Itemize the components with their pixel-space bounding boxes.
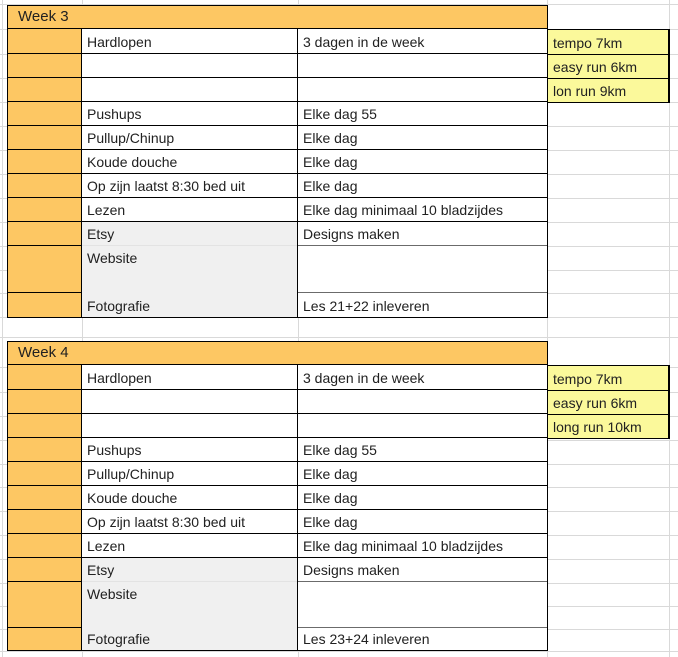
week3-run-plan: tempo 7km easy run 6km lon run 9km (547, 29, 670, 103)
project-block: Etsy Website Fotografie (82, 558, 298, 650)
activity-cell[interactable]: Op zijn laatst 8:30 bed uit (82, 510, 298, 534)
project-task-cell[interactable] (298, 582, 547, 628)
week4-run-plan: tempo 7km easy run 6km long run 10km (547, 365, 670, 439)
gridline (298, 0, 299, 657)
spreadsheet-cell[interactable] (8, 438, 82, 462)
detail-cell[interactable]: Elke dag minimaal 10 bladzijdes (298, 534, 547, 558)
detail-cell[interactable]: Elke dag (298, 126, 547, 150)
detail-cell[interactable]: Elke dag (298, 486, 547, 510)
spreadsheet-cell[interactable] (8, 126, 82, 150)
project-task-cell[interactable] (298, 246, 547, 293)
spreadsheet-cell[interactable] (8, 198, 82, 222)
activity-cell[interactable]: Koude douche (82, 486, 298, 510)
detail-cell[interactable]: 3 dagen in de week (298, 29, 547, 54)
activity-cell[interactable]: Hardlopen (82, 365, 298, 390)
week3-table: Week 3 Hardlopen 3 dagen in de week Push… (7, 5, 548, 318)
spreadsheet-cell[interactable] (8, 486, 82, 510)
run-plan-cell[interactable]: easy run 6km (548, 391, 668, 415)
activity-cell[interactable]: Lezen (82, 534, 298, 558)
spreadsheet-cell[interactable] (8, 222, 82, 246)
activity-cell[interactable]: Op zijn laatst 8:30 bed uit (82, 174, 298, 198)
detail-cell[interactable]: Elke dag (298, 150, 547, 174)
activity-cell[interactable]: Pushups (82, 102, 298, 126)
detail-cell[interactable]: Elke dag (298, 462, 547, 486)
project-etsy-cell[interactable]: Etsy (82, 558, 297, 582)
spreadsheet-cell[interactable] (8, 78, 82, 102)
spreadsheet-cell[interactable] (8, 628, 82, 650)
spreadsheet-cell[interactable] (8, 510, 82, 534)
detail-cell[interactable] (298, 78, 547, 102)
detail-cell[interactable] (298, 54, 547, 78)
week4-table: Week 4 Hardlopen 3 dagen in de week Push… (7, 341, 548, 651)
run-plan-cell[interactable]: lon run 9km (553, 83, 627, 99)
activity-cell[interactable] (82, 390, 298, 414)
spreadsheet-cell[interactable] (8, 293, 82, 317)
spreadsheet-cell[interactable] (8, 582, 82, 628)
detail-cell[interactable]: Elke dag 55 (298, 102, 547, 126)
project-block: Etsy Website Fotografie (82, 222, 298, 317)
project-fotografie-cell[interactable]: Fotografie (87, 631, 151, 647)
spreadsheet-cell[interactable] (8, 390, 82, 414)
spreadsheet-cell[interactable] (8, 246, 82, 293)
detail-cell[interactable] (298, 390, 547, 414)
project-task-cell[interactable]: Les 21+22 inleveren (298, 293, 547, 317)
gridline (2, 0, 3, 657)
week4-header-cell[interactable]: Week 4 (8, 342, 547, 365)
detail-cell[interactable]: Elke dag (298, 174, 547, 198)
detail-cell[interactable]: Elke dag (298, 510, 547, 534)
run-plan-cell[interactable]: easy run 6km (548, 55, 668, 79)
activity-cell[interactable]: Lezen (82, 198, 298, 222)
spreadsheet-cell[interactable] (8, 534, 82, 558)
spreadsheet-cell[interactable] (8, 150, 82, 174)
project-fotografie-cell[interactable]: Fotografie (87, 298, 151, 314)
gridline (669, 0, 670, 657)
project-etsy-cell[interactable]: Etsy (82, 222, 297, 246)
run-plan-cell[interactable]: long run 10km (553, 419, 642, 435)
spreadsheet-cell[interactable] (8, 558, 82, 582)
gridline (0, 651, 678, 652)
project-task-cell[interactable]: Les 23+24 inleveren (298, 628, 547, 650)
gridline (547, 0, 548, 657)
detail-cell[interactable] (298, 414, 547, 438)
spreadsheet-cell[interactable] (8, 365, 82, 390)
run-plan-cell[interactable]: tempo 7km (548, 30, 668, 55)
activity-cell[interactable] (82, 54, 298, 78)
spreadsheet-cell[interactable] (8, 174, 82, 198)
detail-cell[interactable]: 3 dagen in de week (298, 365, 547, 390)
project-website-cell[interactable]: Website (87, 250, 138, 266)
spreadsheet-cell[interactable] (8, 29, 82, 54)
run-plan-cell[interactable]: tempo 7km (548, 366, 668, 391)
gridline (0, 337, 678, 338)
activity-cell[interactable] (82, 414, 298, 438)
detail-cell[interactable]: Elke dag 55 (298, 438, 547, 462)
activity-cell[interactable]: Koude douche (82, 150, 298, 174)
spreadsheet-cell[interactable] (8, 54, 82, 78)
activity-cell[interactable]: Pushups (82, 438, 298, 462)
project-task-cell[interactable]: Designs maken (298, 558, 547, 582)
project-website-cell[interactable]: Website (87, 586, 138, 602)
week3-header-cell[interactable]: Week 3 (8, 6, 547, 29)
activity-cell[interactable]: Hardlopen (82, 29, 298, 54)
activity-cell[interactable]: Pullup/Chinup (82, 126, 298, 150)
spreadsheet-cell[interactable] (8, 462, 82, 486)
project-task-cell[interactable]: Designs maken (298, 222, 547, 246)
spreadsheet-cell[interactable] (8, 414, 82, 438)
spreadsheet-cell[interactable] (8, 102, 82, 126)
activity-cell[interactable]: Pullup/Chinup (82, 462, 298, 486)
detail-cell[interactable]: Elke dag minimaal 10 bladzijdes (298, 198, 547, 222)
activity-cell[interactable] (82, 78, 298, 102)
gridline (82, 0, 83, 657)
gridline (0, 4, 678, 5)
